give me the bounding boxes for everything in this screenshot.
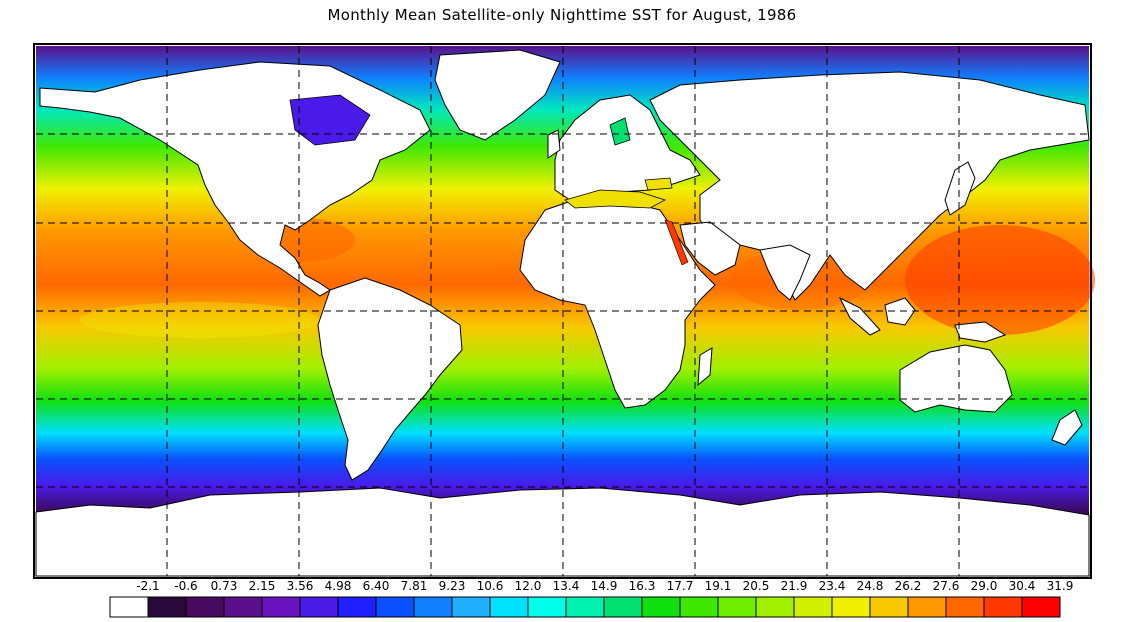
map-frame — [33, 43, 1092, 579]
colorbar-tick-label: 27.6 — [932, 579, 960, 593]
colorbar-tick-label: 4.98 — [324, 579, 352, 593]
colorbar-tick-label: 13.4 — [552, 579, 580, 593]
colorbar-tick-label: 10.6 — [476, 579, 504, 593]
colorbar-tick-label: 16.3 — [628, 579, 656, 593]
land-greenland — [434, 49, 561, 141]
colorbar-tick-label: 26.2 — [894, 579, 922, 593]
colorbar-tick-label: 29.0 — [970, 579, 998, 593]
colorbar-swatch — [1021, 596, 1061, 618]
colorbar-swatch — [261, 596, 301, 618]
colorbar-labels: -2.1 -0.6 0.73 2.15 3.56 4.98 6.40 7.81 9.23 10.6… — [90, 579, 1073, 595]
colorbar-tick-label: 24.8 — [856, 579, 884, 593]
sea-baltic — [609, 117, 631, 146]
land-sumatra — [838, 296, 881, 336]
colorbar-tick-label: 14.9 — [590, 579, 618, 593]
colorbar-tick-label: 20.5 — [742, 579, 770, 593]
colorbar-swatch — [223, 596, 263, 618]
colorbar-swatch — [831, 596, 871, 618]
colorbar-swatch — [907, 596, 947, 618]
colorbar-swatch — [603, 596, 643, 618]
colorbar-swatch — [641, 596, 681, 618]
colorbar-tick-label: 19.1 — [704, 579, 732, 593]
sea-red — [664, 219, 689, 266]
colorbar-swatch — [451, 596, 491, 618]
colorbar-swatch — [679, 596, 719, 618]
land-india — [759, 244, 811, 301]
colorbar-tick-label: 30.4 — [1008, 579, 1036, 593]
colorbar-tick-label: 0.73 — [210, 579, 238, 593]
land-arabia — [679, 221, 741, 276]
colorbar-swatch — [109, 596, 149, 618]
land-uk — [547, 129, 561, 159]
colorbar-tick-label: -2.1 — [136, 579, 160, 593]
colorbar-tick-label: 21.9 — [780, 579, 808, 593]
colorbar-swatch — [185, 596, 225, 618]
colorbar-swatch — [755, 596, 795, 618]
colorbar-tick-label: 17.7 — [666, 579, 694, 593]
colorbar-swatch — [717, 596, 757, 618]
sea-mediterranean — [564, 189, 667, 209]
sea-hudson-bay — [289, 94, 371, 146]
colorbar-swatch — [299, 596, 339, 618]
colorbar-tick-label: 23.4 — [818, 579, 846, 593]
colorbar-swatch — [337, 596, 377, 618]
colorbar-tick-label: 6.40 — [362, 579, 390, 593]
colorbar-swatch — [793, 596, 833, 618]
land-madagascar — [697, 347, 713, 387]
land-new-zealand — [1051, 409, 1083, 446]
map-title: Monthly Mean Satellite-only Nighttime SS… — [327, 6, 797, 24]
cool-tongue-pacific — [80, 302, 320, 338]
land-asia — [649, 71, 1090, 301]
colorbar-tick-label: 2.15 — [248, 579, 276, 593]
colorbar-swatch — [527, 596, 567, 618]
colorbar-tick-label: 9.23 — [438, 579, 466, 593]
colorbar-tick-label: 12.0 — [514, 579, 542, 593]
colorbar-tick-label: 7.81 — [400, 579, 428, 593]
colorbar-swatch — [945, 596, 985, 618]
colorbar-swatch — [869, 596, 909, 618]
land-masses — [35, 49, 1090, 577]
colorbar-tick-label: 31.9 — [1046, 579, 1074, 593]
colorbar-swatch — [147, 596, 187, 618]
colorbar — [109, 596, 1061, 618]
colorbar-swatch — [489, 596, 529, 618]
colorbar-swatch — [413, 596, 453, 618]
colorbar-tick-label: 3.56 — [286, 579, 314, 593]
colorbar-tick-label: -0.6 — [174, 579, 198, 593]
land-japan — [944, 161, 976, 216]
warm-pool-west-pacific — [905, 225, 1095, 335]
sea-black — [644, 177, 673, 191]
colorbar-swatch — [983, 596, 1023, 618]
colorbar-swatch — [565, 596, 605, 618]
colorbar-swatch — [375, 596, 415, 618]
graticule — [36, 46, 1089, 576]
land-south-america — [317, 277, 463, 481]
